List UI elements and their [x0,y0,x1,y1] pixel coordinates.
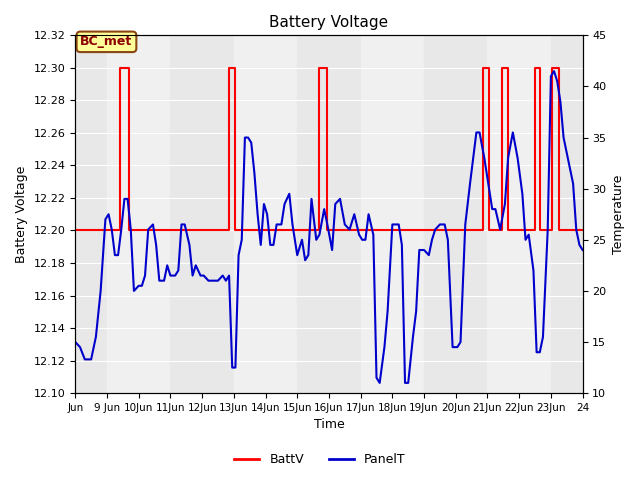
Bar [170,36,234,393]
X-axis label: Time: Time [314,419,344,432]
Text: BC_met: BC_met [81,36,132,48]
Y-axis label: Battery Voltage: Battery Voltage [15,166,28,263]
Bar [361,36,424,393]
Bar [234,36,297,393]
Bar [297,36,361,393]
Bar [424,36,488,393]
Y-axis label: Temperature: Temperature [612,175,625,254]
Bar [76,36,107,393]
Bar [551,36,582,393]
Title: Battery Voltage: Battery Voltage [269,15,388,30]
Bar [488,36,551,393]
Bar [107,36,170,393]
Legend: BattV, PanelT: BattV, PanelT [229,448,411,471]
